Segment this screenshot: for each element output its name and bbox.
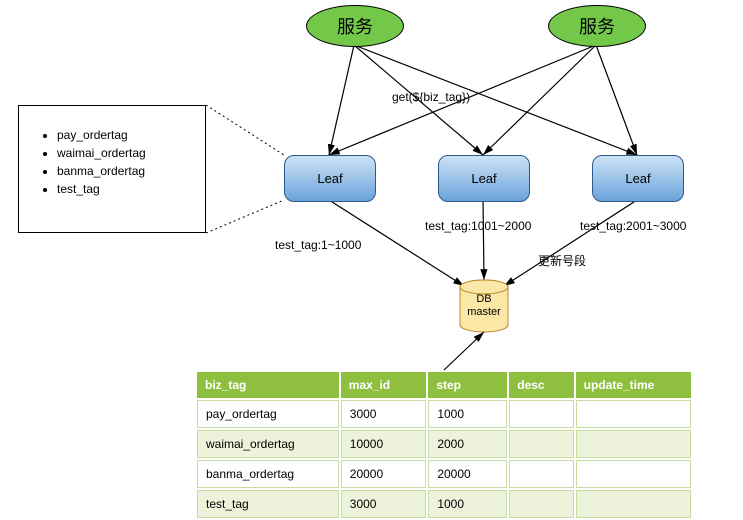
table-row: waimai_ordertag100002000 bbox=[197, 430, 691, 458]
label-range-2: test_tag:1001~2000 bbox=[425, 219, 531, 233]
leaf-node-3-label: Leaf bbox=[625, 171, 650, 186]
leaf-node-3: Leaf bbox=[592, 155, 684, 202]
table-cell bbox=[509, 430, 573, 458]
table-header-row: biz_tagmax_idstepdescupdate_time bbox=[197, 372, 691, 398]
db-master-node: DBmaster bbox=[460, 280, 508, 332]
table-cell: pay_ordertag bbox=[197, 400, 339, 428]
table-cell: 2000 bbox=[428, 430, 507, 458]
table-cell bbox=[576, 460, 691, 488]
table-cell: 10000 bbox=[341, 430, 427, 458]
tag-list-item: test_tag bbox=[57, 180, 191, 198]
label-update-seg: 更新号段 bbox=[538, 252, 586, 269]
table-cell: 20000 bbox=[428, 460, 507, 488]
table-cell bbox=[509, 460, 573, 488]
tag-list-item: banma_ordertag bbox=[57, 162, 191, 180]
label-get-call: get(${biz_tag}) bbox=[392, 90, 470, 104]
table-cell: test_tag bbox=[197, 490, 339, 518]
table-row: banma_ordertag2000020000 bbox=[197, 460, 691, 488]
leaf-node-2-label: Leaf bbox=[471, 171, 496, 186]
table-cell bbox=[509, 400, 573, 428]
tag-list: pay_ordertagwaimai_ordertagbanma_orderta… bbox=[41, 126, 191, 198]
db-master-label: DBmaster bbox=[467, 293, 501, 319]
tag-list-item: pay_ordertag bbox=[57, 126, 191, 144]
table-cell: 20000 bbox=[341, 460, 427, 488]
table-header-cell: max_id bbox=[341, 372, 427, 398]
service-node-2: 服务 bbox=[548, 5, 646, 47]
table-header-cell: update_time bbox=[576, 372, 691, 398]
leaf-node-2: Leaf bbox=[438, 155, 530, 202]
table-cell bbox=[576, 430, 691, 458]
tag-list-box: pay_ordertagwaimai_ordertagbanma_orderta… bbox=[18, 105, 206, 233]
table-cell bbox=[576, 490, 691, 518]
service-node-1: 服务 bbox=[306, 5, 404, 47]
label-range-3: test_tag:2001~3000 bbox=[580, 219, 686, 233]
table-header-cell: biz_tag bbox=[197, 372, 339, 398]
service-node-2-label: 服务 bbox=[579, 13, 615, 39]
table-row: test_tag30001000 bbox=[197, 490, 691, 518]
table-cell: 3000 bbox=[341, 400, 427, 428]
table-cell bbox=[576, 400, 691, 428]
table-cell: 3000 bbox=[341, 490, 427, 518]
service-node-1-label: 服务 bbox=[337, 13, 373, 39]
db-schema-table: biz_tagmax_idstepdescupdate_time pay_ord… bbox=[195, 370, 693, 520]
leaf-node-1-label: Leaf bbox=[317, 171, 342, 186]
table-cell: waimai_ordertag bbox=[197, 430, 339, 458]
table-cell: 1000 bbox=[428, 400, 507, 428]
table-row: pay_ordertag30001000 bbox=[197, 400, 691, 428]
table-cell: 1000 bbox=[428, 490, 507, 518]
tag-list-item: waimai_ordertag bbox=[57, 144, 191, 162]
table-header-cell: desc bbox=[509, 372, 573, 398]
table-cell: banma_ordertag bbox=[197, 460, 339, 488]
leaf-node-1: Leaf bbox=[284, 155, 376, 202]
label-range-1: test_tag:1~1000 bbox=[275, 238, 361, 252]
table-header-cell: step bbox=[428, 372, 507, 398]
table-cell bbox=[509, 490, 573, 518]
